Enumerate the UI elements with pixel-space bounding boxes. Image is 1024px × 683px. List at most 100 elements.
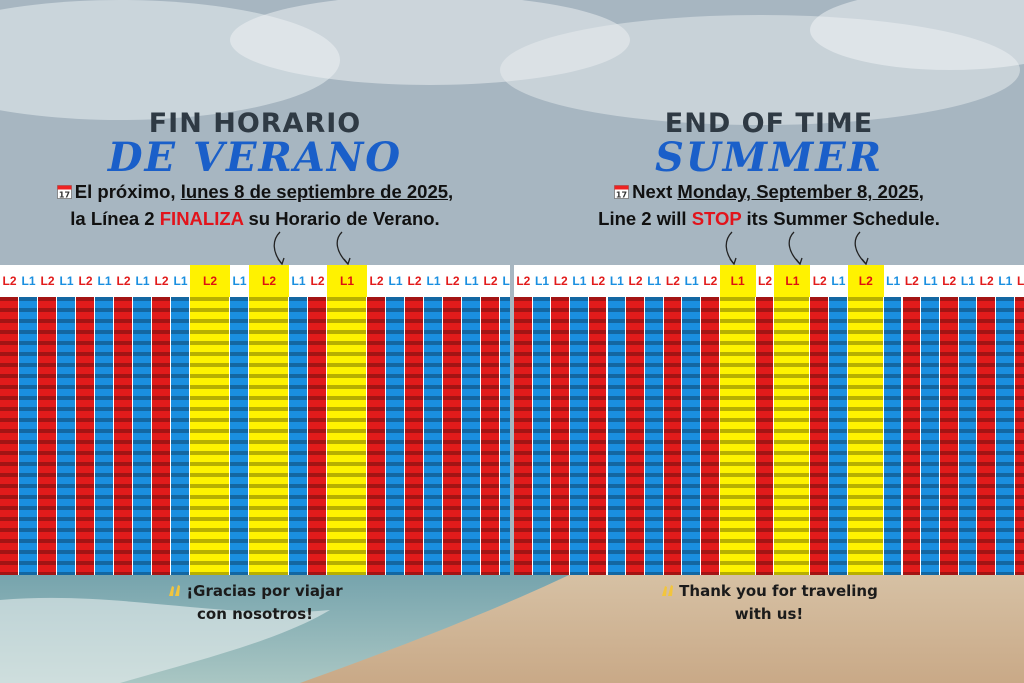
announcement-line-2: Line 2 will STOP its Summer Schedule. bbox=[514, 208, 1024, 230]
arrows-graphic bbox=[725, 231, 869, 266]
date-end: , bbox=[448, 181, 454, 202]
column-header-l2: L2 bbox=[190, 265, 230, 297]
column-l1 bbox=[607, 297, 626, 575]
column-l1 bbox=[921, 297, 939, 575]
column-l2 bbox=[443, 297, 461, 575]
thank-you-message: ¡Gracias por viajar con nosotros! bbox=[0, 580, 510, 626]
column-header-l1: L1 bbox=[774, 265, 811, 297]
column-l1 bbox=[171, 297, 189, 575]
column-l1 bbox=[883, 297, 902, 575]
line2-text-a: Line 2 will bbox=[598, 208, 692, 229]
column-header-l2: L2 bbox=[78, 274, 93, 288]
column-header-l2: L2 bbox=[516, 274, 531, 288]
column-header-l2: L2 bbox=[2, 274, 17, 288]
clapping-hands-icon bbox=[662, 585, 674, 596]
column-header-l2: L2 bbox=[483, 274, 498, 288]
column-l2 bbox=[367, 297, 385, 575]
column-header-l1: L1 bbox=[960, 274, 975, 288]
arrows-graphic bbox=[273, 231, 351, 266]
column-header-l1: L1 bbox=[502, 274, 510, 288]
column-header-l1: L1 bbox=[923, 274, 938, 288]
column-l2 bbox=[939, 297, 958, 575]
column-header-l2: L2 bbox=[812, 274, 827, 288]
line2-text-a: la Línea 2 bbox=[70, 208, 160, 229]
column-header-l2: L2 bbox=[249, 265, 289, 297]
column-l2 bbox=[810, 297, 829, 575]
column-l1 bbox=[230, 297, 248, 575]
column-l2 bbox=[626, 297, 644, 575]
column-header-l2: L2 bbox=[310, 274, 325, 288]
timetable-header: L2 L1 L2 L1 L2 L1 L2 L1 L2 L1 L2 L1 L2 L1 L2 L1 L2 L1 L2 L1… bbox=[514, 265, 1024, 297]
column-l2 bbox=[76, 297, 94, 575]
column-header-l2: L2 bbox=[942, 274, 957, 288]
column-l2 bbox=[701, 297, 719, 575]
column-header-l2: L2 bbox=[154, 274, 169, 288]
column-l2 bbox=[1014, 297, 1024, 575]
column-header-l1: L1 bbox=[647, 274, 662, 288]
column-header-l1: L1 bbox=[327, 265, 367, 297]
column-header-l2: L2 bbox=[369, 274, 384, 288]
title-line-2: DE VERANO bbox=[107, 134, 403, 181]
thanks-line-2: with us! bbox=[734, 605, 804, 623]
timetable-header: L2 L1 L2 L1 L2 L1 L2 L1 L2 L1 L2 L1 L2 L1 L2 L1 L2 L1 L2 L1… bbox=[0, 265, 510, 297]
column-l1 bbox=[958, 297, 977, 575]
announcement-date-line: 17 Next Monday, September 8, 2025, bbox=[514, 181, 1024, 203]
column-header-l2: L2 bbox=[116, 274, 131, 288]
column-highlighted-l2 bbox=[847, 297, 883, 575]
intro-text: Next bbox=[632, 181, 678, 202]
column-header-l1: L1 bbox=[173, 274, 188, 288]
column-l1 bbox=[644, 297, 663, 575]
column-l1 bbox=[500, 297, 510, 575]
thanks-line-1: Thank you for traveling bbox=[679, 582, 878, 600]
line2-text-c: its Summer Schedule. bbox=[741, 208, 940, 229]
column-l1 bbox=[829, 297, 847, 575]
column-header-l1: L1 bbox=[886, 274, 901, 288]
column-header-l1: L1 bbox=[232, 274, 247, 288]
column-header-l1: L1 bbox=[426, 274, 441, 288]
clapping-hands-icon bbox=[169, 585, 181, 596]
column-header-l1: L1 bbox=[97, 274, 112, 288]
calendar-day-text: 17 bbox=[616, 191, 627, 200]
column-highlighted-l2 bbox=[190, 297, 229, 575]
column-header-l2: L2 bbox=[445, 274, 460, 288]
timetable-spanish: L2 L1 L2 L1 L2 L1 L2 L1 L2 L1 L2 L1 L2 L1 L2 L1 L2 L1 L2 L1… bbox=[0, 265, 510, 575]
column-header-l2: L2 bbox=[904, 274, 919, 288]
column-header-l1: L1 bbox=[388, 274, 403, 288]
english-panel: END OF TIME SUMMER 17 Next Monday, Septe… bbox=[514, 0, 1024, 683]
column-l1 bbox=[570, 297, 588, 575]
column-header-l2: L2 bbox=[979, 274, 994, 288]
column-highlighted-l2 bbox=[719, 297, 755, 575]
column-l1 bbox=[386, 297, 404, 575]
column-l1 bbox=[424, 297, 442, 575]
column-header-l1: L1 bbox=[998, 274, 1013, 288]
column-highlighted-l2 bbox=[774, 297, 810, 575]
column-l1 bbox=[133, 297, 151, 575]
column-header-l2: L2 bbox=[665, 274, 680, 288]
column-header-l1: L1 bbox=[135, 274, 150, 288]
announcement-date-line: 17 El próximo, lunes 8 de septiembre de … bbox=[0, 181, 510, 203]
announcement-line-2: la Línea 2 FINALIZA su Horario de Verano… bbox=[0, 208, 510, 230]
column-l1 bbox=[57, 297, 75, 575]
column-header-l1: L1 bbox=[59, 274, 74, 288]
column-highlighted-l2 bbox=[249, 297, 288, 575]
column-l2 bbox=[405, 297, 423, 575]
column-header-l1: L1 bbox=[572, 274, 587, 288]
column-l2 bbox=[588, 297, 607, 575]
column-header-l2: L2 bbox=[407, 274, 422, 288]
date-end: , bbox=[918, 181, 924, 202]
column-header-l2: L2 bbox=[591, 274, 606, 288]
column-l1 bbox=[289, 297, 307, 575]
column-header-l2: L2 bbox=[628, 274, 643, 288]
title-line-1: END OF TIME bbox=[664, 108, 874, 139]
calendar-day-text: 17 bbox=[59, 191, 70, 200]
line2-highlight: FINALIZA bbox=[159, 208, 244, 229]
thanks-line-1: ¡Gracias por viajar bbox=[186, 582, 343, 600]
column-l1 bbox=[95, 297, 113, 575]
title-line-1: FIN HORARIO bbox=[148, 108, 362, 139]
column-header-l1: L1 bbox=[684, 274, 699, 288]
date-text: Monday, September 8, 2025 bbox=[677, 181, 919, 202]
column-header-l1: L1 bbox=[609, 274, 624, 288]
column-l1 bbox=[19, 297, 37, 575]
column-header-l1: L1 bbox=[831, 274, 846, 288]
title-line-2: SUMMER bbox=[654, 134, 884, 181]
